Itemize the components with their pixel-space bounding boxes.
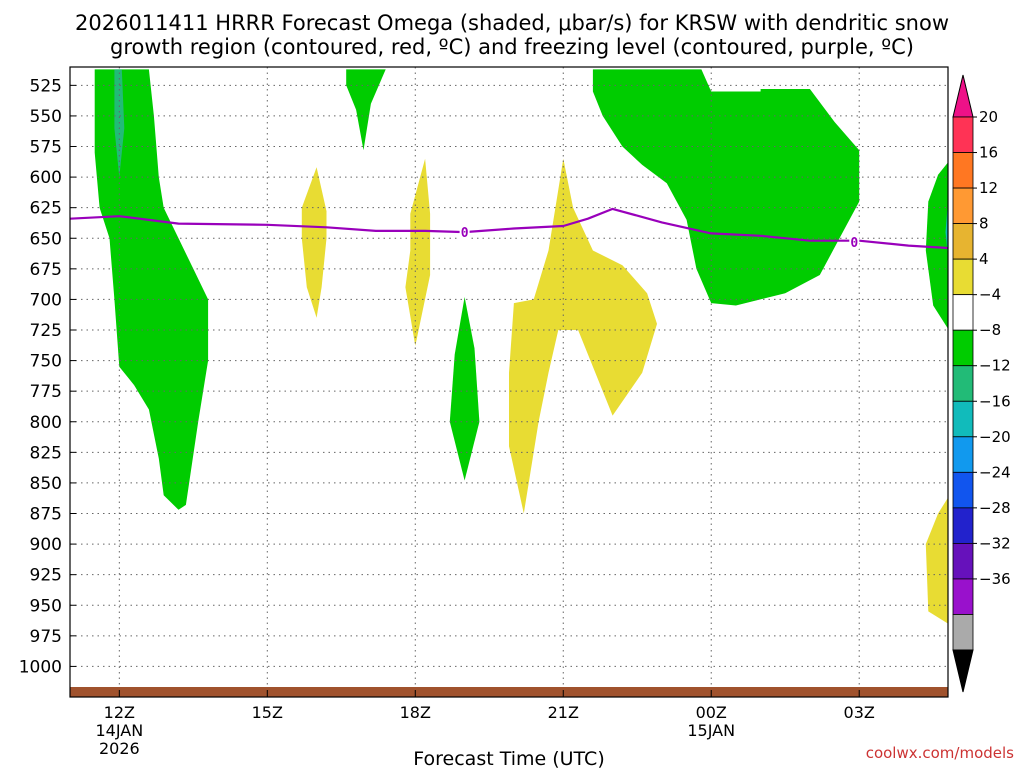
omega-region-5 — [945, 201, 948, 257]
colorbar-label-10: −24 — [979, 463, 1011, 481]
y-tick-label-750: 750 — [30, 352, 62, 372]
x-tick-label-03Z: 03Z — [844, 703, 875, 722]
colorbar-label-9: −20 — [979, 428, 1011, 446]
freezing-level-label-0: 0 — [461, 226, 469, 241]
colorbar-swatch-4 — [952, 258, 974, 296]
y-tick-label-725: 725 — [30, 321, 62, 341]
freezing-level-contour: 00 — [69, 207, 949, 251]
freezing-label-bg-1 — [849, 234, 860, 249]
omega-region-7 — [405, 158, 431, 346]
omega-region-6 — [301, 167, 327, 318]
y-tick-label-700: 700 — [30, 290, 62, 310]
omega-region-2 — [346, 69, 386, 151]
colorbar-swatch-2 — [952, 187, 974, 224]
colorbar-label-5: −4 — [979, 286, 1001, 304]
omega-region-4 — [925, 162, 948, 329]
y-tick-label-825: 825 — [30, 443, 62, 463]
y-tick-label-925: 925 — [30, 566, 62, 586]
y-tick-label-850: 850 — [30, 474, 62, 494]
freezing-level-line — [69, 207, 949, 250]
y-tick-label-875: 875 — [30, 505, 62, 525]
y-tick-label-600: 600 — [30, 168, 62, 188]
y-tick-label-575: 575 — [30, 138, 62, 158]
y-tick-label-800: 800 — [30, 413, 62, 433]
omega-region-3 — [592, 69, 860, 306]
x-tick-label-15Z: 15Z — [252, 703, 283, 722]
y-tick-label-650: 650 — [30, 229, 62, 249]
pressure-axis: 525 550 575 600 625 650 675 700 725 750 775 800 825 8… — [19, 76, 76, 677]
colorbar-top-arrow — [952, 74, 974, 118]
omega-shaded-regions — [94, 69, 948, 624]
x-axis-title: Forecast Time (UTC) — [413, 748, 604, 768]
y-tick-label-550: 550 — [30, 107, 62, 127]
x-tick-date-12Z: 14JAN — [95, 721, 143, 740]
colorbar-label-6: −8 — [979, 321, 1001, 339]
x-tick-date-00Z: 15JAN — [687, 721, 735, 740]
y-tick-label-675: 675 — [30, 260, 62, 280]
freezing-label-bg-0 — [459, 225, 470, 240]
colorbar-swatch-13 — [952, 578, 974, 615]
colorbar-swatch-1 — [952, 152, 974, 189]
y-tick-label-775: 775 — [30, 382, 62, 402]
x-tick-label-21Z: 21Z — [548, 703, 579, 722]
colorbar-swatch-3 — [952, 223, 974, 260]
omega-colorbar: 20 16 12 8 4 −4 −8 −12 −16 −20 −24 −28 −32 −36 — [952, 74, 1011, 693]
chart-title-line-1: 2026011411 HRRR Forecast Omega (shaded, … — [75, 11, 949, 35]
omega-region-10 — [925, 497, 948, 624]
colorbar-label-7: −12 — [979, 357, 1011, 375]
omega-region-9 — [509, 158, 657, 514]
omega-region-0 — [94, 69, 209, 510]
y-tick-label-525: 525 — [30, 76, 62, 96]
site-credit: coolwx.com/models — [866, 744, 1014, 762]
freezing-level-label-1: 0 — [850, 236, 858, 251]
colorbar-label-12: −32 — [979, 534, 1011, 552]
colorbar-label-8: −16 — [979, 392, 1011, 410]
plot-frame — [69, 66, 949, 698]
colorbar-bottom-arrow — [952, 649, 974, 693]
x-tick-year-12Z: 2026 — [99, 739, 140, 758]
colorbar-label-2: 12 — [979, 179, 998, 197]
chart-title-line-2: growth region (contoured, red, ºC) and f… — [110, 35, 914, 59]
colorbar-swatch-12 — [952, 543, 974, 580]
colorbar-swatch-10 — [952, 471, 974, 509]
colorbar-swatch-5 — [952, 294, 974, 331]
x-tick-label-18Z: 18Z — [400, 703, 431, 722]
y-tick-label-950: 950 — [30, 596, 62, 616]
dotted-grid — [70, 67, 948, 697]
colorbar-label-13: −36 — [979, 570, 1011, 588]
y-tick-label-900: 900 — [30, 535, 62, 555]
colorbar-label-0: 20 — [979, 108, 998, 126]
ground-surface-band — [70, 687, 948, 697]
x-tick-label-00Z: 00Z — [696, 703, 727, 722]
colorbar-label-11: −28 — [979, 499, 1011, 517]
omega-region-8 — [449, 297, 480, 481]
colorbar-swatch-8 — [952, 400, 974, 438]
colorbar-swatch-0 — [952, 116, 974, 153]
colorbar-swatch-9 — [952, 436, 974, 473]
colorbar-swatch-6 — [952, 329, 974, 367]
colorbar-label-4: 4 — [979, 250, 989, 268]
colorbar-label-3: 8 — [979, 215, 989, 233]
colorbar-label-1: 16 — [979, 144, 998, 162]
y-tick-label-625: 625 — [30, 199, 62, 219]
y-tick-label-975: 975 — [30, 627, 62, 647]
colorbar-swatch-14 — [952, 614, 974, 651]
colorbar-swatch-11 — [952, 507, 974, 544]
x-tick-label-12Z: 12Z — [104, 703, 135, 722]
y-tick-label-1000: 1000 — [19, 657, 62, 677]
colorbar-swatch-7 — [952, 365, 974, 402]
